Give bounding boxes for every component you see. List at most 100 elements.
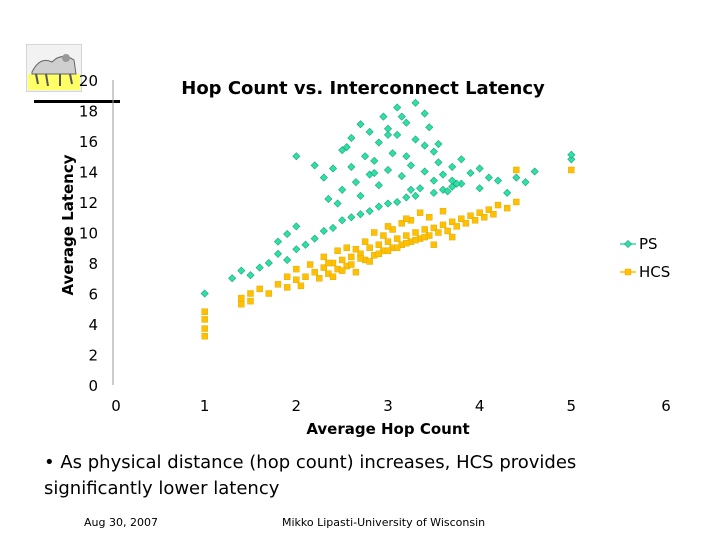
y-axis-label: Average Latency bbox=[59, 154, 77, 295]
hcs-point bbox=[384, 247, 392, 255]
hcs-point bbox=[283, 273, 291, 280]
x-tick-label: 5 bbox=[567, 397, 577, 415]
hcs-point bbox=[320, 253, 328, 261]
ps-point bbox=[406, 185, 415, 194]
legend-marker bbox=[624, 268, 632, 276]
ps-point bbox=[383, 130, 393, 139]
ps-point bbox=[420, 167, 429, 176]
hcs-point bbox=[375, 241, 383, 248]
ps-point bbox=[411, 191, 420, 200]
hcs-point bbox=[393, 235, 401, 242]
chart-title: Hop Count vs. Interconnect Latency bbox=[181, 78, 545, 99]
hcs-point bbox=[444, 227, 451, 235]
y-tick-labels: 0 2 4 6 8 10 12 14 16 18 20 bbox=[79, 72, 98, 395]
ps-point bbox=[255, 263, 264, 272]
hcs-point bbox=[403, 215, 410, 222]
ps-point bbox=[347, 162, 356, 171]
hcs-point bbox=[430, 241, 438, 248]
ps-point bbox=[434, 140, 443, 149]
ps-point bbox=[342, 143, 351, 152]
legend-label: HCS bbox=[639, 263, 670, 281]
series-ps bbox=[200, 98, 576, 298]
ps-point bbox=[448, 182, 457, 191]
hcs-point bbox=[352, 268, 360, 276]
hcs-point bbox=[421, 226, 428, 233]
bullet-text: • As physical distance (hop count) incre… bbox=[44, 452, 577, 499]
hcs-point bbox=[416, 209, 424, 216]
hcs-point bbox=[293, 276, 300, 283]
ps-point bbox=[319, 226, 328, 235]
hcs-point bbox=[375, 250, 383, 258]
hcs-point bbox=[453, 223, 460, 230]
hcs-point bbox=[448, 233, 456, 241]
ps-point bbox=[328, 223, 338, 232]
hcs-point bbox=[247, 297, 254, 305]
hcs-point bbox=[293, 265, 300, 273]
ps-point bbox=[457, 155, 466, 164]
hcs-point bbox=[329, 273, 337, 280]
legend-item-hcs: HCS bbox=[620, 263, 670, 281]
ps-point bbox=[429, 176, 438, 185]
hcs-point bbox=[398, 220, 405, 227]
hcs-point bbox=[201, 316, 208, 323]
ps-point bbox=[292, 245, 301, 254]
legend-marker bbox=[623, 239, 633, 249]
scatter-chart: Hop Count vs. Interconnect Latency Avera… bbox=[59, 72, 671, 438]
hcs-point bbox=[513, 198, 520, 206]
ps-point bbox=[333, 199, 342, 208]
ps-point bbox=[273, 237, 283, 246]
legend: PS HCS bbox=[620, 235, 670, 281]
ps-point bbox=[475, 164, 484, 173]
ps-point bbox=[420, 141, 429, 150]
ps-point bbox=[393, 103, 402, 112]
ps-point bbox=[338, 185, 347, 194]
hcs-point bbox=[403, 239, 410, 247]
hcs-point bbox=[238, 300, 245, 308]
y-tick-label: 12 bbox=[79, 194, 98, 212]
hcs-point bbox=[384, 238, 392, 245]
ps-point bbox=[356, 120, 365, 129]
ps-point bbox=[402, 152, 411, 161]
hcs-point bbox=[283, 284, 291, 291]
footer-author: Mikko Lipasti-University of Wisconsin bbox=[282, 516, 486, 529]
ps-point bbox=[338, 146, 347, 155]
ps-point bbox=[319, 173, 328, 182]
ps-point bbox=[397, 172, 406, 181]
ps-point bbox=[493, 176, 503, 185]
hcs-point bbox=[325, 259, 332, 267]
hcs-point bbox=[481, 214, 488, 221]
ps-point bbox=[283, 230, 292, 239]
hcs-point bbox=[352, 246, 360, 253]
ps-point bbox=[452, 179, 461, 188]
hcs-point bbox=[302, 273, 309, 280]
ps-point bbox=[567, 150, 576, 159]
hcs-point bbox=[238, 294, 245, 302]
data-points bbox=[200, 98, 576, 340]
ps-point bbox=[521, 178, 530, 187]
ps-point bbox=[448, 162, 457, 171]
ps-point bbox=[370, 156, 379, 165]
ps-point bbox=[301, 240, 310, 249]
hcs-point bbox=[316, 275, 323, 282]
ps-point bbox=[237, 266, 246, 275]
ps-point bbox=[388, 149, 397, 158]
hcs-point bbox=[306, 261, 314, 268]
ps-point bbox=[383, 165, 393, 174]
ps-point bbox=[351, 178, 360, 187]
hcs-point bbox=[338, 267, 346, 274]
ps-point bbox=[365, 127, 374, 136]
hcs-point bbox=[458, 215, 465, 222]
hcs-point bbox=[265, 290, 273, 297]
hcs-point bbox=[380, 232, 387, 239]
y-tick-label: 0 bbox=[88, 377, 98, 395]
hcs-point bbox=[403, 232, 410, 239]
hcs-point bbox=[334, 247, 341, 255]
ps-point bbox=[393, 130, 402, 139]
hcs-point bbox=[467, 212, 474, 219]
hcs-point bbox=[311, 268, 318, 276]
legend-label: PS bbox=[639, 235, 658, 253]
ps-point bbox=[374, 202, 383, 211]
ps-point bbox=[356, 191, 365, 200]
hcs-point bbox=[435, 229, 442, 236]
ps-point bbox=[361, 152, 370, 161]
